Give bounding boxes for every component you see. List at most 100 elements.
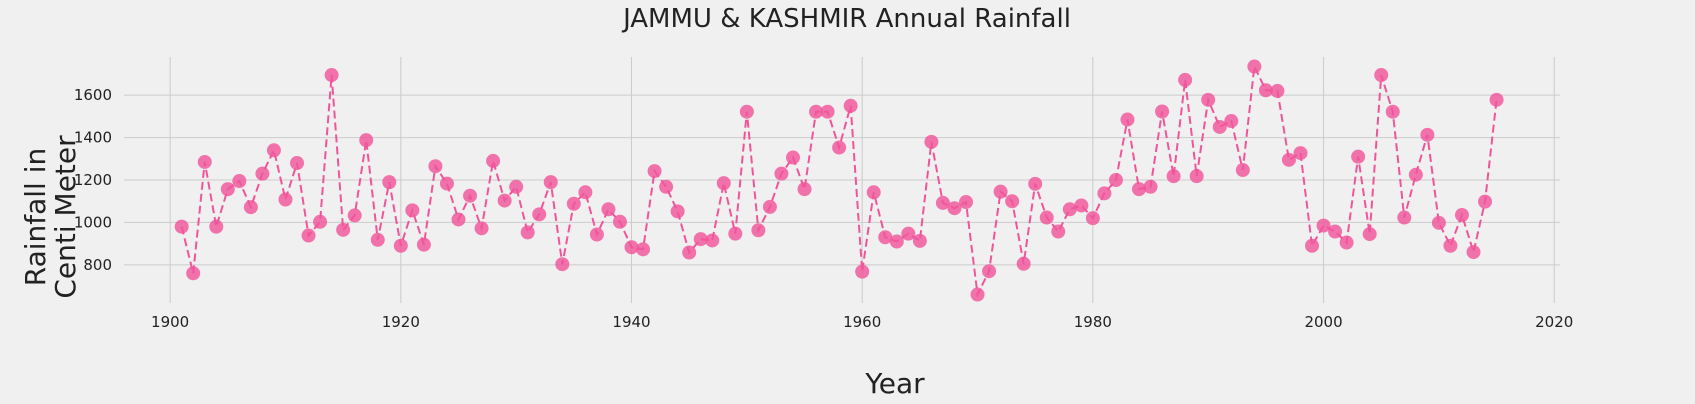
- data-point: [1132, 182, 1147, 197]
- data-point: [382, 175, 397, 190]
- data-point: [832, 140, 847, 155]
- data-point: [578, 185, 593, 200]
- data-point: [220, 182, 235, 197]
- data-point: [174, 219, 189, 234]
- data-point: [1328, 224, 1343, 239]
- data-point: [532, 207, 547, 222]
- data-point: [509, 179, 524, 194]
- data-point: [1316, 218, 1331, 233]
- x-tick-label: 2000: [1304, 313, 1342, 331]
- series-line: [180, 62, 1498, 298]
- x-tick-label: 1900: [151, 313, 189, 331]
- data-point: [1478, 194, 1493, 209]
- data-point: [762, 199, 777, 214]
- data-point: [324, 68, 339, 83]
- data-point: [186, 266, 201, 281]
- x-axis-ticks: 1900 1920 1940 1960 1980 2000 2020: [151, 313, 1573, 331]
- data-point: [1420, 127, 1435, 142]
- data-point: [393, 238, 408, 253]
- data-point: [1051, 224, 1066, 239]
- data-point: [1489, 92, 1504, 107]
- data-point: [439, 176, 454, 191]
- data-point: [809, 104, 824, 119]
- data-point: [405, 203, 420, 218]
- data-point: [636, 242, 651, 257]
- data-point: [970, 287, 985, 302]
- data-point: [566, 196, 581, 211]
- data-point: [843, 98, 858, 113]
- data-point: [751, 223, 766, 238]
- data-point: [1143, 179, 1158, 194]
- data-point: [301, 228, 316, 243]
- y-axis-label: Rainfall in Centi Meter: [19, 135, 82, 299]
- data-point: [1189, 169, 1204, 184]
- x-tick-label: 2020: [1535, 313, 1573, 331]
- y-axis-ticks: 800 1000 1200 1400 1600: [74, 86, 112, 274]
- data-point: [624, 240, 639, 255]
- data-point: [716, 176, 731, 191]
- data-point: [993, 184, 1008, 199]
- data-point: [958, 195, 973, 210]
- data-point: [1201, 92, 1216, 107]
- data-points: [174, 59, 1504, 302]
- data-point: [1258, 83, 1273, 98]
- data-point: [855, 264, 870, 279]
- data-point: [1039, 210, 1054, 225]
- data-point: [1235, 163, 1250, 178]
- data-point: [1374, 68, 1389, 83]
- data-point: [1028, 176, 1043, 191]
- x-tick-label: 1960: [843, 313, 881, 331]
- data-point: [1085, 211, 1100, 226]
- data-point: [428, 159, 443, 174]
- data-point: [232, 174, 247, 189]
- y-tick-label: 1200: [74, 171, 112, 189]
- data-point: [659, 179, 674, 194]
- data-point: [1224, 114, 1239, 129]
- data-point: [1454, 207, 1469, 222]
- data-point: [670, 204, 685, 219]
- data-point: [1074, 198, 1089, 213]
- data-point: [336, 222, 351, 237]
- data-point: [601, 202, 616, 217]
- data-point: [416, 237, 431, 252]
- x-tick-label: 1980: [1074, 313, 1112, 331]
- data-point: [912, 233, 927, 248]
- chart-title: JAMMU & KASHMIR Annual Rainfall: [621, 4, 1071, 34]
- data-point: [1005, 194, 1020, 209]
- data-point: [1431, 215, 1446, 230]
- data-point: [1443, 238, 1458, 253]
- data-point: [1305, 238, 1320, 253]
- data-point: [705, 233, 720, 248]
- data-point: [889, 234, 904, 249]
- data-point: [197, 154, 212, 169]
- data-point: [486, 153, 501, 168]
- data-point: [589, 227, 604, 242]
- data-point: [555, 257, 570, 272]
- data-point: [370, 232, 385, 247]
- data-point: [313, 214, 328, 229]
- data-point: [1155, 104, 1170, 119]
- data-point: [901, 226, 916, 241]
- data-point: [785, 150, 800, 165]
- data-point: [1362, 227, 1377, 242]
- data-point: [935, 195, 950, 210]
- y-axis-label-line-2: Centi Meter: [49, 135, 82, 299]
- data-point: [728, 226, 743, 241]
- x-tick-label: 1920: [382, 313, 420, 331]
- y-tick-label: 1000: [74, 213, 112, 231]
- data-point: [797, 182, 812, 197]
- data-point: [1397, 210, 1412, 225]
- data-point: [878, 230, 893, 245]
- data-point: [278, 192, 293, 207]
- data-point: [1062, 202, 1077, 217]
- data-point: [1166, 169, 1181, 184]
- data-point: [820, 104, 835, 119]
- data-point: [1178, 72, 1193, 87]
- data-point: [682, 245, 697, 260]
- data-point: [1247, 59, 1262, 74]
- x-axis-label: Year: [864, 367, 925, 400]
- data-point: [1293, 146, 1308, 161]
- data-point: [520, 225, 535, 240]
- data-point: [612, 214, 627, 229]
- data-point: [1385, 104, 1400, 119]
